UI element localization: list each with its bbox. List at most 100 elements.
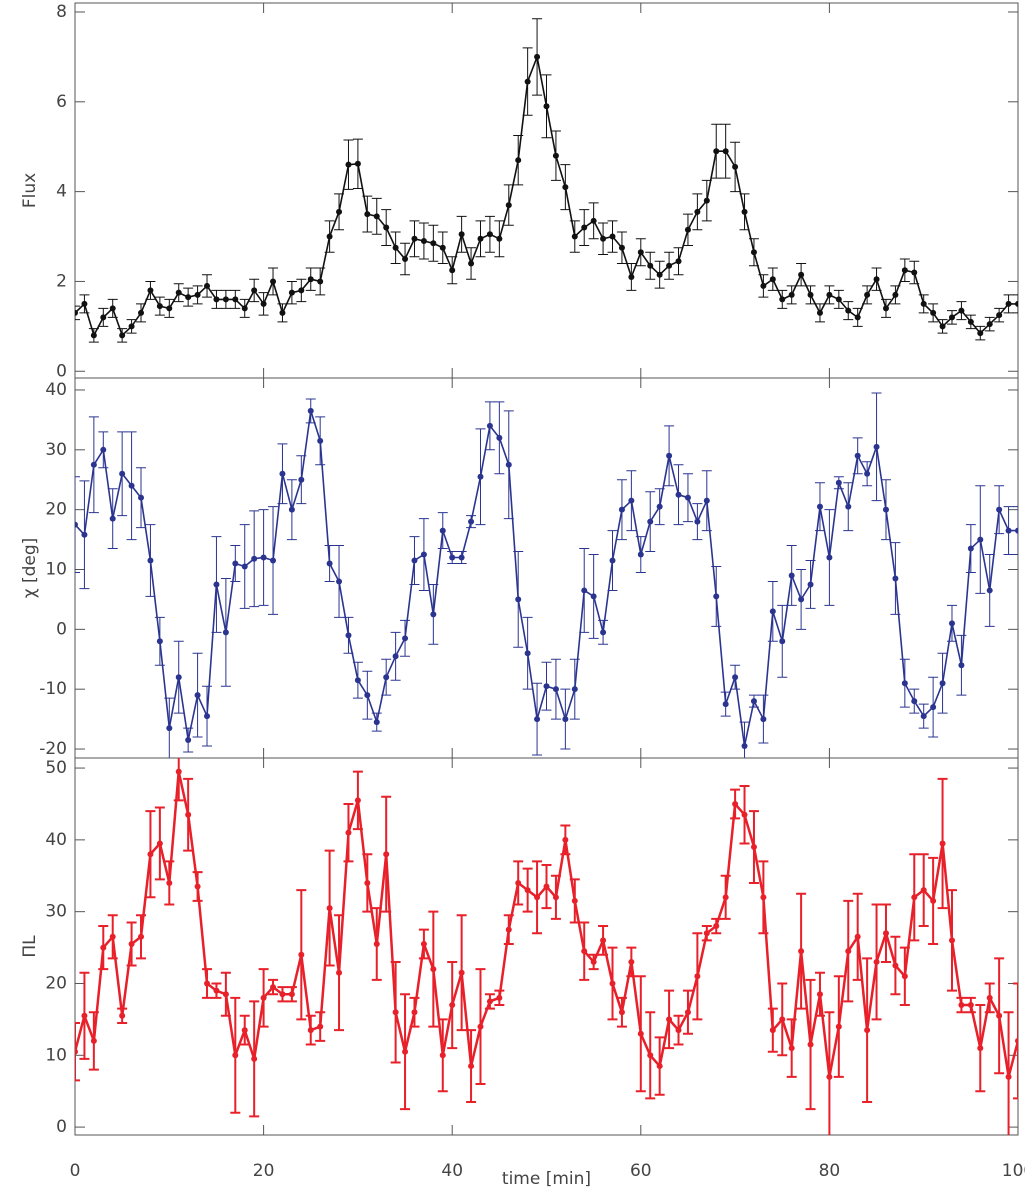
data-point: [505, 461, 512, 468]
data-point: [317, 437, 324, 444]
data-point: [279, 991, 286, 998]
data-point: [128, 323, 135, 330]
data-point: [204, 980, 211, 987]
data-point: [411, 557, 418, 564]
data-point: [845, 503, 852, 510]
y-tick-label: 20: [45, 973, 67, 993]
data-point: [977, 330, 984, 337]
data-point: [920, 713, 927, 720]
data-point: [977, 1045, 984, 1052]
data-point: [260, 554, 267, 561]
data-point: [901, 680, 908, 687]
data-point: [901, 973, 908, 980]
data-point: [505, 926, 512, 933]
data-point: [411, 235, 418, 242]
data-point: [600, 629, 607, 636]
data-point: [713, 593, 720, 600]
data-point: [986, 321, 993, 328]
data-point: [618, 506, 625, 513]
data-point: [1005, 1073, 1012, 1080]
data-point: [854, 314, 861, 321]
data-point: [666, 1016, 673, 1023]
data-point: [571, 233, 578, 240]
data-point: [458, 554, 465, 561]
data-point: [260, 994, 267, 1001]
data-point: [637, 1030, 644, 1037]
data-point: [402, 635, 409, 642]
data-point: [543, 883, 550, 890]
data-point: [543, 103, 550, 110]
data-point: [270, 984, 277, 991]
data-point: [194, 291, 201, 298]
data-point: [581, 948, 588, 955]
data-point: [364, 692, 371, 699]
data-point: [298, 951, 305, 958]
data-point: [892, 575, 899, 582]
y-tick-label: 0: [56, 361, 67, 381]
data-point: [826, 291, 833, 298]
data-point: [552, 686, 559, 693]
data-point: [750, 698, 757, 705]
data-point: [251, 555, 258, 562]
data-point: [326, 560, 333, 567]
data-point: [420, 238, 427, 245]
data-point: [75, 309, 78, 316]
data-point: [430, 966, 437, 973]
data-point: [194, 883, 201, 890]
data-point: [534, 894, 541, 901]
x-tick-label: 60: [630, 1161, 652, 1181]
data-point: [439, 527, 446, 534]
data-point: [128, 482, 135, 489]
data-point: [147, 287, 154, 294]
data-point: [90, 1037, 97, 1044]
data-point: [156, 840, 163, 847]
data-point: [496, 235, 503, 242]
data-point: [609, 980, 616, 987]
data-point: [637, 551, 644, 558]
data-point: [1005, 300, 1012, 307]
data-point: [590, 593, 597, 600]
data-point: [571, 686, 578, 693]
data-point: [760, 282, 767, 289]
data-point: [496, 434, 503, 441]
data-point: [873, 276, 880, 283]
data-point: [175, 674, 182, 681]
data-point: [241, 1027, 248, 1034]
data-point: [873, 443, 880, 450]
error-bar: [75, 305, 80, 321]
data-point: [439, 1052, 446, 1059]
data-point: [119, 332, 126, 339]
y-axis-label: ΠL: [20, 935, 40, 958]
data-point: [618, 244, 625, 251]
data-point: [138, 933, 145, 940]
data-point: [788, 1045, 795, 1052]
data-point: [345, 161, 352, 168]
data-point: [958, 662, 965, 669]
data-point: [175, 768, 182, 775]
data-point: [222, 629, 229, 636]
data-point: [373, 213, 380, 220]
data-point: [90, 332, 97, 339]
data-point: [326, 905, 333, 912]
data-point: [402, 1048, 409, 1055]
y-axis-label: χ [deg]: [20, 538, 40, 599]
data-point: [279, 470, 286, 477]
y-tick-label: 8: [56, 2, 67, 22]
data-point: [986, 587, 993, 594]
data-point: [986, 994, 993, 1001]
data-point: [948, 620, 955, 627]
y-tick-label: 20: [45, 500, 67, 520]
data-point: [713, 148, 720, 155]
data-point: [468, 1063, 475, 1070]
data-point: [251, 1055, 258, 1062]
data-point: [100, 446, 107, 453]
data-point: [609, 557, 616, 564]
data-point: [864, 291, 871, 298]
data-point: [1015, 527, 1018, 534]
data-point: [552, 894, 559, 901]
series: [75, 758, 1018, 1135]
data-point: [515, 596, 522, 603]
data-point: [694, 518, 701, 525]
data-point: [524, 887, 531, 894]
